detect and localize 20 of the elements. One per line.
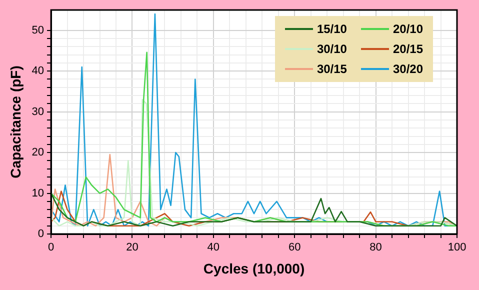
y-tick-label: 30 [32,106,44,118]
legend-label: 30/15 [316,62,347,76]
x-axis-title: Cycles (10,000) [203,260,305,276]
x-tick-label: 40 [207,242,220,254]
y-tick-label: 10 [32,187,44,200]
y-tick-label: 50 [32,24,44,36]
y-tick-label: 20 [32,146,44,159]
x-tick-label: 60 [288,242,301,254]
legend-label: 15/10 [316,22,347,36]
legend-label: 20/10 [392,22,423,36]
y-tick-label: 40 [32,65,44,78]
y-tick-label: 0 [38,228,44,240]
x-tick-label: 80 [370,242,382,254]
legend-label: 30/20 [392,62,423,76]
x-tick-label: 0 [48,242,54,254]
x-tick-label: 20 [126,242,138,254]
x-tick-label: 100 [448,242,466,254]
legend-label: 30/10 [316,42,347,56]
legend-label: 20/15 [392,42,423,56]
y-axis-title: Capacitance (pF) [7,66,24,178]
